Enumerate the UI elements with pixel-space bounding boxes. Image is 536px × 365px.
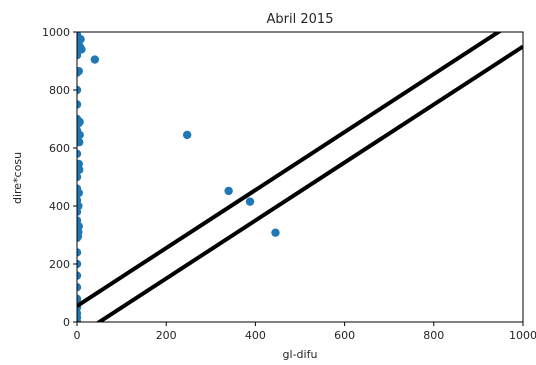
scatter-point [271,228,280,237]
y-tick-label: 800 [49,84,70,97]
chart-title: Abril 2015 [267,12,334,27]
y-tick-label: 200 [49,258,70,271]
scatter-point [77,85,82,95]
y-tick-label: 1000 [42,26,70,39]
scatter-point [224,186,233,196]
x-tick-label: 200 [156,329,177,342]
y-tick-label: 400 [49,200,70,213]
lines-layer [77,32,523,322]
x-tick-label: 1000 [509,329,536,342]
scatter-point [77,248,82,257]
scatter-point [77,172,82,182]
x-axis-label: gl-difu [283,348,318,361]
scatter-point [245,197,255,206]
scatter-point [77,294,82,303]
scatter-point [77,222,83,231]
scatter-point [77,130,84,140]
x-tick-label: 800 [423,329,444,342]
scatter-point [77,188,83,198]
scatter-point [77,66,83,76]
y-tick-label: 0 [63,316,70,329]
scatter-point [77,201,83,211]
scatter-point [77,45,86,54]
y-axis-label: dire*cosu [11,152,24,204]
scatter-point [77,35,85,44]
plot-frame [76,31,524,323]
scatter-point [90,55,100,64]
reference-line-2 [95,44,523,322]
reference-line-1 [77,32,503,308]
points-layer [77,32,280,322]
scatter-point [77,271,82,280]
y-tick-label: 600 [49,142,70,155]
scatter-point [77,259,82,269]
x-axis-ticks: 0 200 400 600 800 1000 [74,322,536,342]
y-axis-ticks: 0 200 400 600 800 1000 [42,26,77,329]
x-tick-label: 0 [74,329,81,342]
scatter-point [77,100,82,109]
scatter-point [77,149,82,158]
x-tick-label: 600 [334,329,355,342]
x-tick-label: 400 [245,329,266,342]
scatter-point [77,159,83,169]
scatter-point [182,130,192,140]
scatter-point [77,138,84,147]
scatter-point [77,117,84,127]
scatter-point [77,283,82,292]
